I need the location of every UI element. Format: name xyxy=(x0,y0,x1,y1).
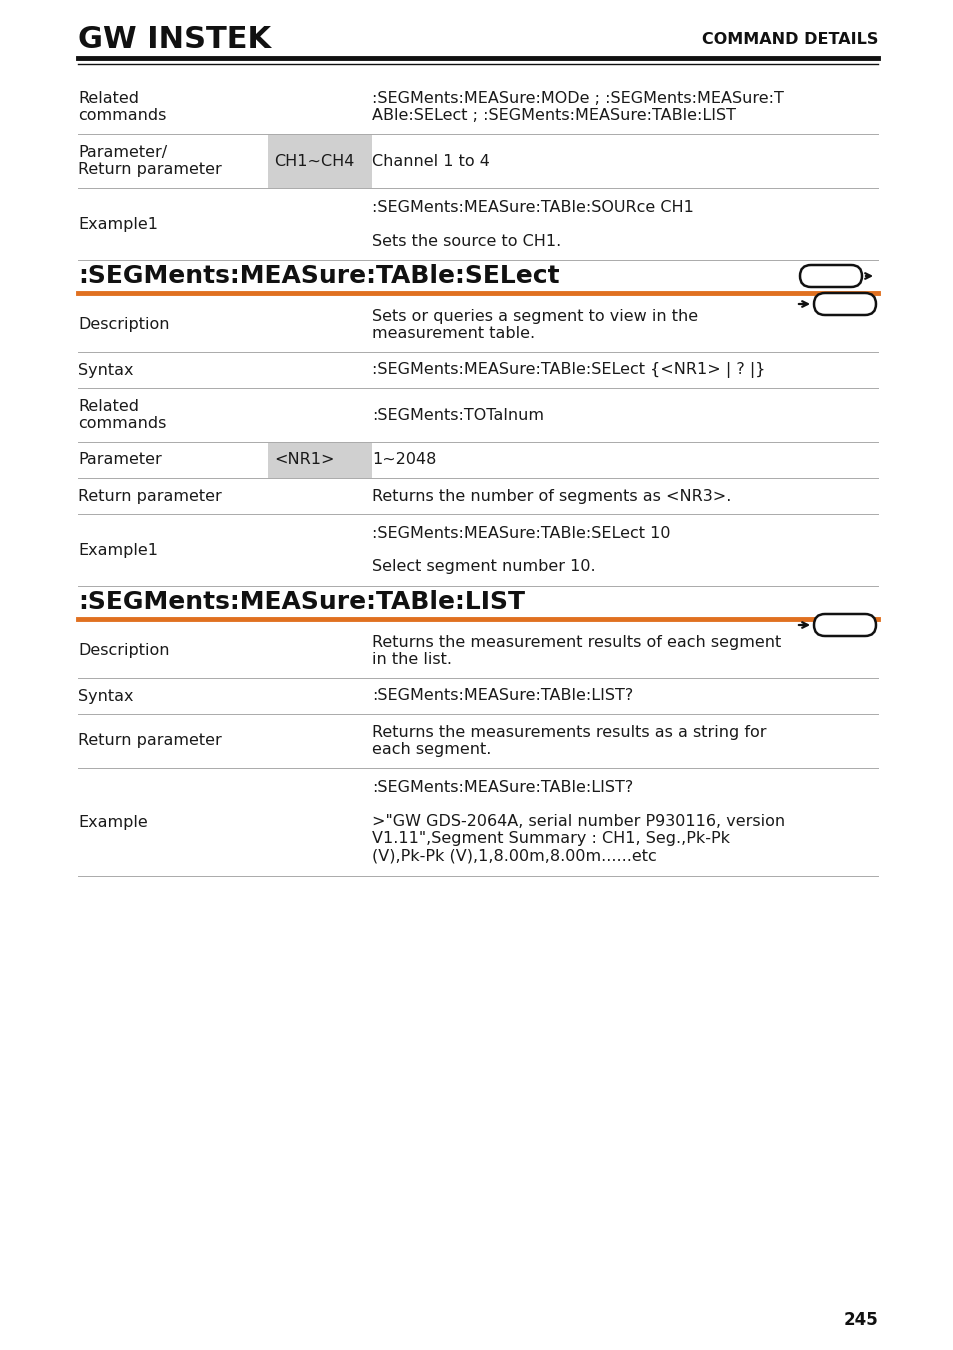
Text: :SEGMents:MEASure:TABle:LIST?: :SEGMents:MEASure:TABle:LIST? xyxy=(372,688,633,703)
Text: Example1: Example1 xyxy=(78,543,158,558)
Text: (V),Pk-Pk (V),1,8.00m,8.00m......etc: (V),Pk-Pk (V),1,8.00m,8.00m......etc xyxy=(372,849,656,864)
Text: Related
commands: Related commands xyxy=(78,90,166,123)
Text: <NR1>: <NR1> xyxy=(274,452,335,467)
Text: ABle:SELect ; :SEGMents:MEASure:TABle:LIST: ABle:SELect ; :SEGMents:MEASure:TABle:LI… xyxy=(372,108,735,123)
Text: Example1: Example1 xyxy=(78,216,158,231)
Text: Return parameter: Return parameter xyxy=(78,489,221,504)
Text: Syntax: Syntax xyxy=(78,363,133,378)
Text: 1~2048: 1~2048 xyxy=(372,452,436,467)
Text: Return parameter: Return parameter xyxy=(78,733,221,748)
Bar xyxy=(268,441,372,478)
Text: CH1~CH4: CH1~CH4 xyxy=(274,154,354,169)
Text: Parameter: Parameter xyxy=(78,452,162,467)
Text: :SEGMents:MEASure:TABle:SELect: :SEGMents:MEASure:TABle:SELect xyxy=(78,265,559,288)
FancyBboxPatch shape xyxy=(813,293,875,315)
Text: Sets or queries a segment to view in the: Sets or queries a segment to view in the xyxy=(372,309,698,324)
Text: Returns the measurements results as a string for: Returns the measurements results as a st… xyxy=(372,725,765,740)
Text: COMMAND DETAILS: COMMAND DETAILS xyxy=(700,32,877,47)
Text: :SEGMents:TOTalnum: :SEGMents:TOTalnum xyxy=(372,408,543,423)
Text: Syntax: Syntax xyxy=(78,688,133,703)
Text: Description: Description xyxy=(78,644,170,659)
Text: :SEGMents:MEASure:TABle:SOURce CH1: :SEGMents:MEASure:TABle:SOURce CH1 xyxy=(372,200,693,215)
Text: :SEGMents:MEASure:TABle:LIST: :SEGMents:MEASure:TABle:LIST xyxy=(78,590,524,614)
Text: GW INSTEK: GW INSTEK xyxy=(78,26,271,54)
Text: V1.11",Segment Summary : CH1, Seg.,Pk-Pk: V1.11",Segment Summary : CH1, Seg.,Pk-Pk xyxy=(372,832,729,846)
FancyBboxPatch shape xyxy=(800,265,862,288)
Text: Sets the source to CH1.: Sets the source to CH1. xyxy=(372,234,560,248)
Text: :SEGMents:MEASure:TABle:SELect {<NR1> | ? |}: :SEGMents:MEASure:TABle:SELect {<NR1> | … xyxy=(372,362,764,378)
Text: Select segment number 10.: Select segment number 10. xyxy=(372,559,595,575)
FancyBboxPatch shape xyxy=(813,614,875,636)
Text: measurement table.: measurement table. xyxy=(372,325,535,342)
Text: :SEGMents:MEASure:TABle:LIST?: :SEGMents:MEASure:TABle:LIST? xyxy=(372,780,633,795)
Text: Returns the measurement results of each segment: Returns the measurement results of each … xyxy=(372,634,781,649)
Text: 245: 245 xyxy=(842,1311,877,1328)
Text: Channel 1 to 4: Channel 1 to 4 xyxy=(372,154,489,169)
Text: Related
commands: Related commands xyxy=(78,398,166,431)
Text: each segment.: each segment. xyxy=(372,743,491,757)
Text: Parameter/
Return parameter: Parameter/ Return parameter xyxy=(78,144,221,177)
Text: in the list.: in the list. xyxy=(372,652,452,667)
Text: :SEGMents:MEASure:TABle:SELect 10: :SEGMents:MEASure:TABle:SELect 10 xyxy=(372,525,670,540)
Bar xyxy=(268,134,372,188)
Text: Description: Description xyxy=(78,317,170,332)
Text: >"GW GDS-2064A, serial number P930116, version: >"GW GDS-2064A, serial number P930116, v… xyxy=(372,814,784,829)
Text: Example: Example xyxy=(78,814,148,829)
Text: :SEGMents:MEASure:MODe ; :SEGMents:MEASure:T: :SEGMents:MEASure:MODe ; :SEGMents:MEASu… xyxy=(372,90,783,107)
Text: Returns the number of segments as <NR3>.: Returns the number of segments as <NR3>. xyxy=(372,489,731,504)
